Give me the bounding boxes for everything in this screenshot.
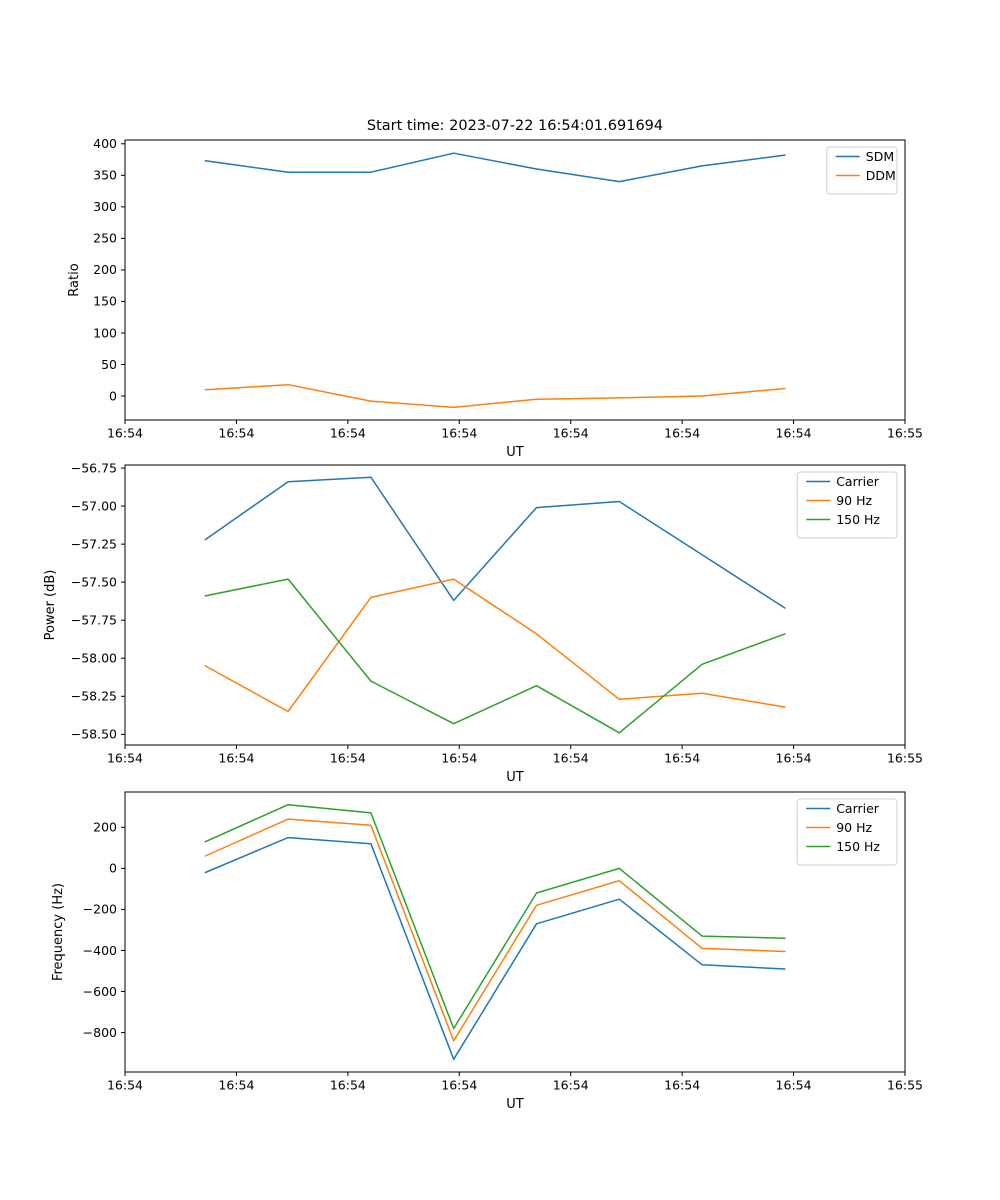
series-line-150-hz (204, 803, 786, 1030)
y-tick-label: −58.50 (71, 727, 117, 742)
legend-label: 90 Hz (836, 493, 872, 508)
x-tick-label: 16:54 (218, 1078, 254, 1093)
x-tick-label: 16:54 (218, 751, 254, 766)
x-tick-label: 16:54 (107, 751, 143, 766)
x-tick-label: 16:54 (553, 751, 589, 766)
legend-box (796, 798, 898, 866)
figure-title: Start time: 2023-07-22 16:54:01.691694 (366, 118, 664, 134)
x-axis-label: UT (506, 445, 524, 460)
chart-1: −58.50 −58.25 −58.00 −57.75 −57.50 −57.25 −57.… (43, 460, 923, 785)
legend-label: 90 Hz (836, 820, 872, 835)
axes-frame (124, 139, 906, 421)
series-line-ddm (204, 383, 786, 409)
x-tick-label: 16:54 (107, 1078, 143, 1093)
y-tick-label: 100 (93, 325, 117, 340)
y-axis-label: Frequency (Hz) (51, 883, 66, 981)
x-tick-label: 16:55 (887, 751, 923, 766)
y-tick-label: −57.75 (71, 613, 117, 628)
y-tick-label: −600 (83, 984, 117, 999)
chart-2: −800 −600 −400 −200 0 200 16:54 16:54 16:54 16:54… (51, 791, 923, 1112)
x-tick-label: 16:54 (330, 751, 366, 766)
legend-label: SDM (866, 149, 894, 164)
x-tick-label: 16:54 (218, 426, 254, 441)
y-tick-label: 250 (93, 231, 117, 246)
x-tick-label: 16:54 (664, 1078, 700, 1093)
x-axis-label: UT (506, 770, 524, 785)
x-tick-label: 16:54 (441, 1078, 477, 1093)
axes-frame (124, 464, 906, 746)
series-line-sdm (204, 152, 786, 183)
x-tick-label: 16:54 (776, 426, 812, 441)
y-tick-label: 300 (93, 199, 117, 214)
legend-box (796, 471, 898, 539)
legend-label: 150 Hz (836, 839, 880, 854)
y-tick-label: 400 (93, 136, 117, 151)
x-tick-label: 16:54 (441, 751, 477, 766)
x-tick-label: 16:55 (887, 1078, 923, 1093)
y-axis-label: Ratio (67, 263, 82, 296)
y-tick-label: 50 (101, 357, 117, 372)
legend-label: Carrier (836, 801, 880, 816)
y-tick-label: −57.00 (71, 498, 117, 513)
y-tick-label: −58.25 (71, 689, 117, 704)
x-tick-label: 16:54 (107, 426, 143, 441)
y-tick-label: 150 (93, 294, 117, 309)
x-tick-label: 16:54 (776, 751, 812, 766)
y-tick-label: 200 (93, 262, 117, 277)
y-tick-label: 200 (93, 820, 117, 835)
series-line-carrier (204, 476, 786, 609)
x-tick-label: 16:54 (553, 1078, 589, 1093)
y-tick-label: −57.50 (71, 574, 117, 589)
series-line-carrier (204, 836, 786, 1061)
legend-label: 150 Hz (836, 512, 880, 527)
x-tick-label: 16:54 (441, 426, 477, 441)
y-tick-label: −57.25 (71, 536, 117, 551)
y-tick-label: 0 (109, 861, 117, 876)
y-axis-label: Power (dB) (43, 570, 58, 641)
x-tick-label: 16:54 (553, 426, 589, 441)
y-tick-label: −200 (83, 902, 117, 917)
series-line-90-hz (204, 578, 786, 713)
x-axis-label: UT (506, 1097, 524, 1112)
legend-label: Carrier (836, 474, 880, 489)
x-tick-label: 16:54 (330, 426, 366, 441)
y-tick-label: 0 (109, 388, 117, 403)
y-tick-label: 350 (93, 168, 117, 183)
legend-label: DDM (866, 168, 896, 183)
x-tick-label: 16:54 (330, 1078, 366, 1093)
x-tick-label: 16:54 (664, 751, 700, 766)
y-tick-label: −56.75 (71, 460, 117, 475)
y-tick-label: −400 (83, 943, 117, 958)
axes-frame (124, 791, 906, 1073)
series-line-150-hz (204, 578, 786, 734)
chart-0: 0 50 100 150 200 250 300 350 400 16:54 16:54 16:54 1… (67, 136, 923, 460)
x-tick-label: 16:54 (664, 426, 700, 441)
series-line-90-hz (204, 818, 786, 1042)
legend-box (826, 146, 898, 195)
x-tick-label: 16:54 (776, 1078, 812, 1093)
x-tick-label: 16:55 (887, 426, 923, 441)
y-tick-label: −800 (83, 1025, 117, 1040)
y-tick-label: −58.00 (71, 651, 117, 666)
